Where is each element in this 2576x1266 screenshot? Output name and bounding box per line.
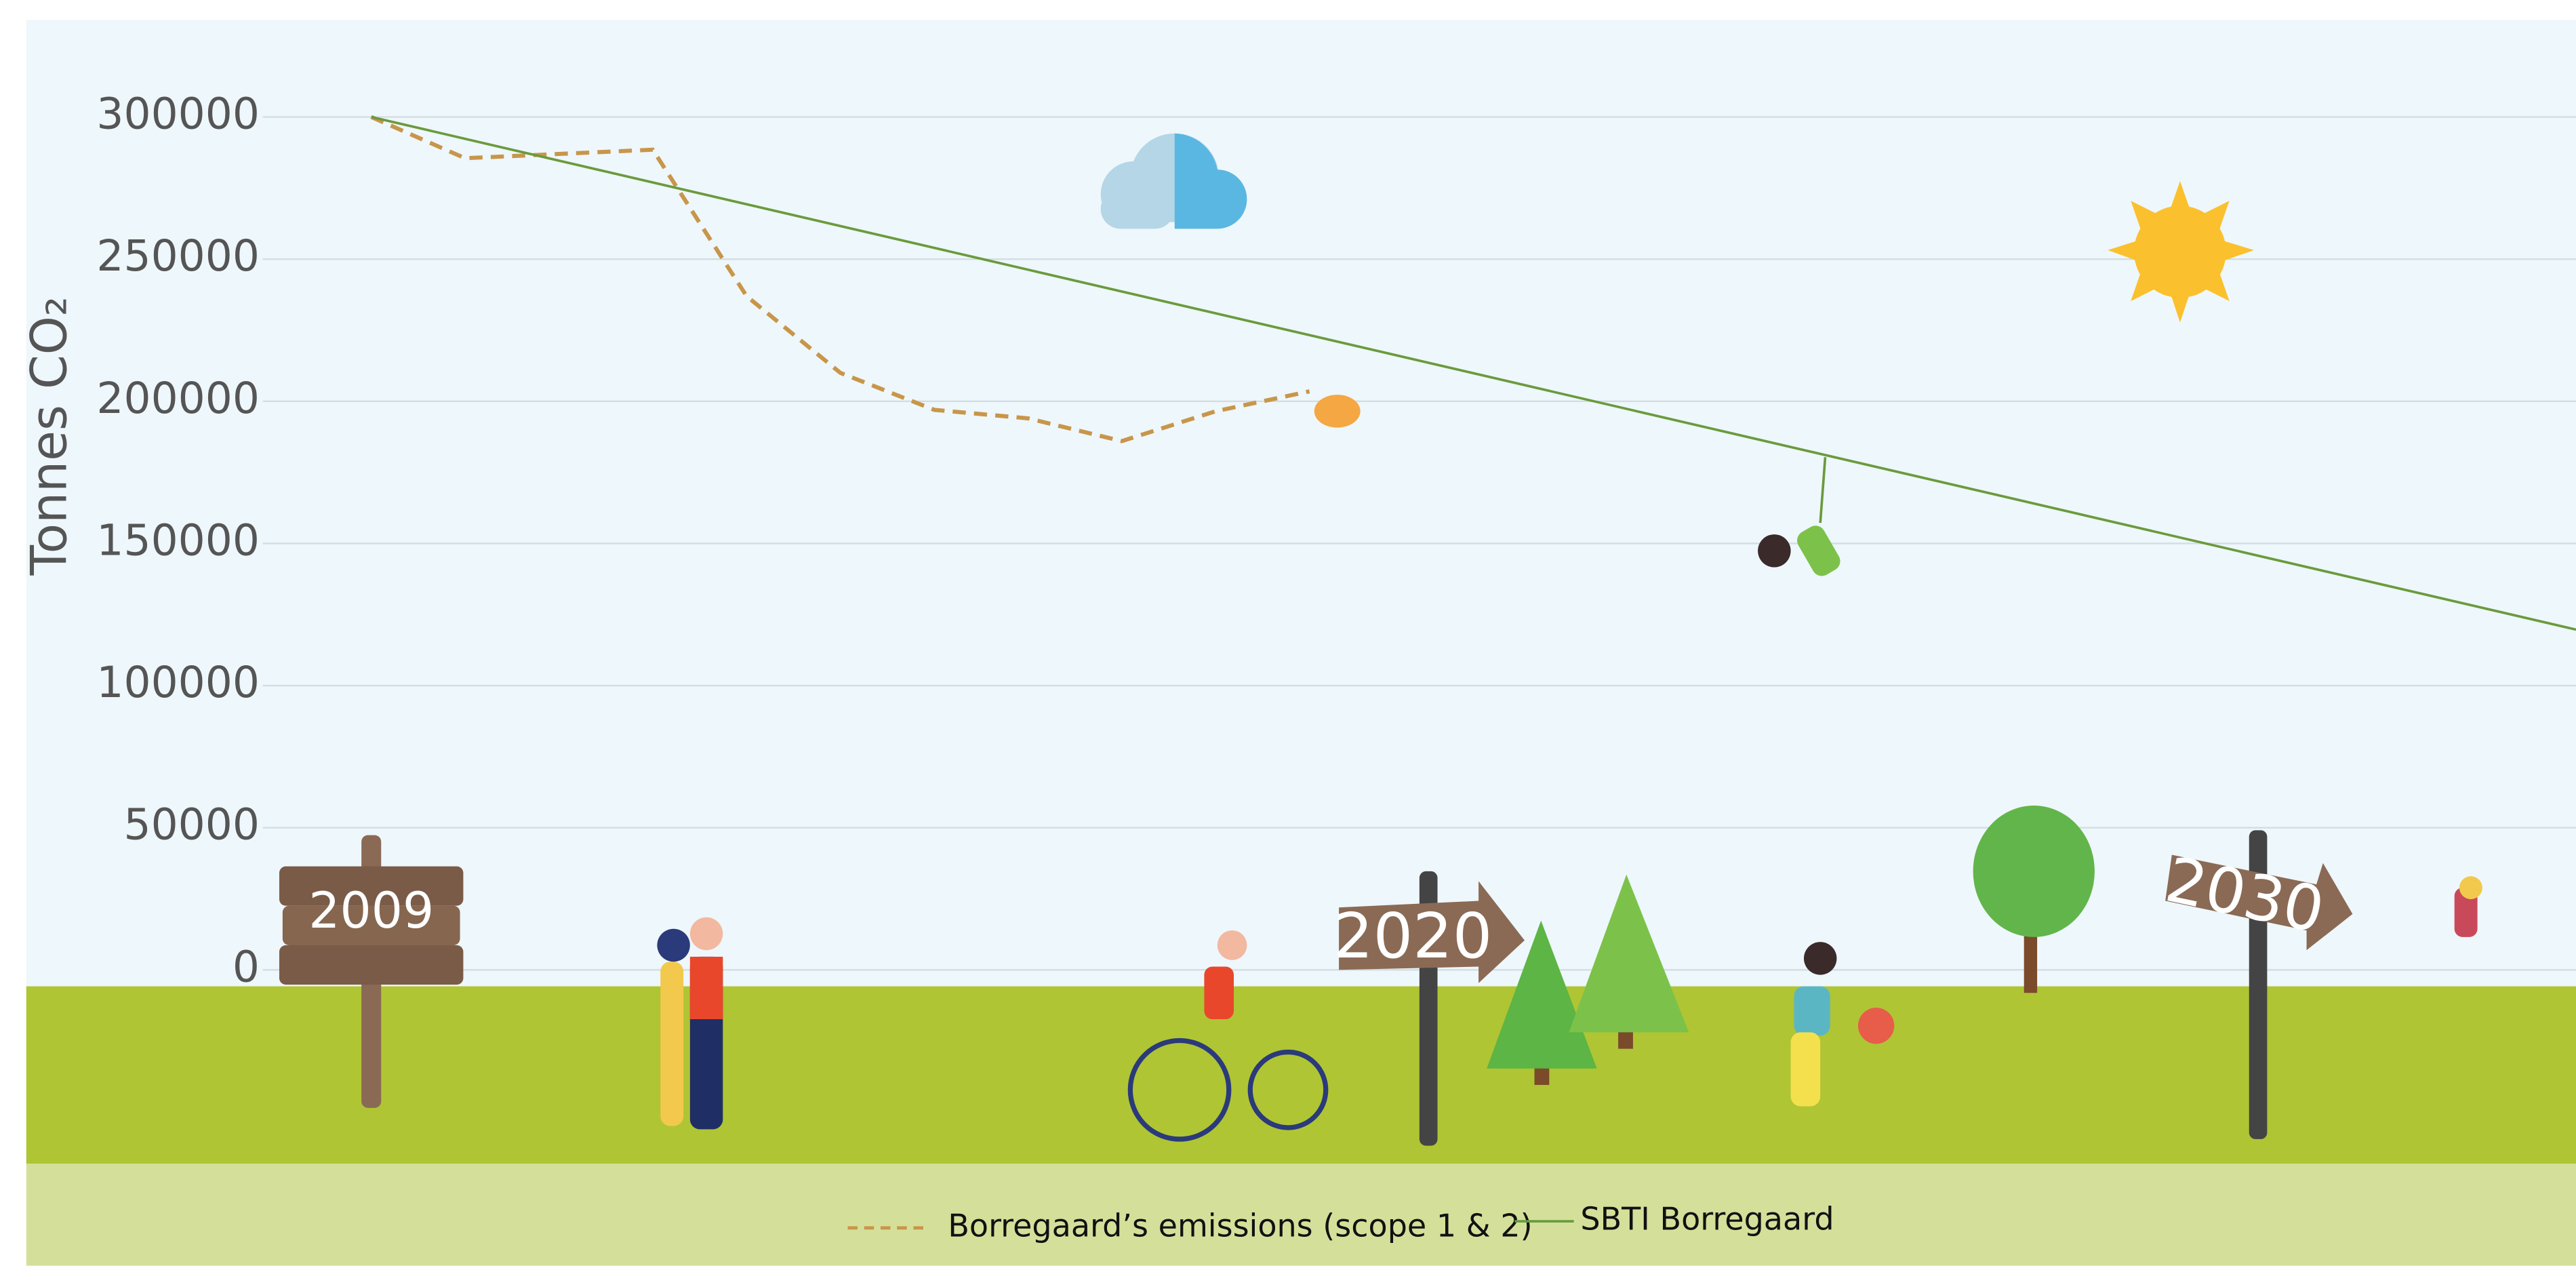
y-axis-label: Tonnes CO₂ [22,296,79,576]
cloud [1100,133,1247,229]
legend-label: SBTI Borregaard [1580,1201,1834,1238]
y-tick-label: 250000 [96,231,260,281]
ground [26,986,2576,1164]
y-tick-label: 50000 [123,800,259,850]
trees [1487,805,2095,1085]
y-tick-label: 200000 [96,374,260,423]
sign-2009 [279,835,464,1108]
sign-label: 2009 [308,883,434,940]
legend-band [26,1164,2576,1266]
y-tick-label: 150000 [96,515,260,565]
series-line [370,115,1310,443]
series-line [371,115,2576,631]
legend-label: Borregaard’s emissions (scope 1 & 2) [948,1207,1532,1244]
y-tick-label: 0 [233,942,260,991]
sign-2030 [2165,830,2353,1139]
sky [26,20,2576,990]
y-tick-label: 100000 [96,658,260,707]
people [657,395,2482,1142]
sign-label: 2020 [1333,900,1492,972]
y-tick-label: 300000 [96,90,260,139]
sign-2020 [1339,871,1525,1146]
sun [2108,181,2254,323]
